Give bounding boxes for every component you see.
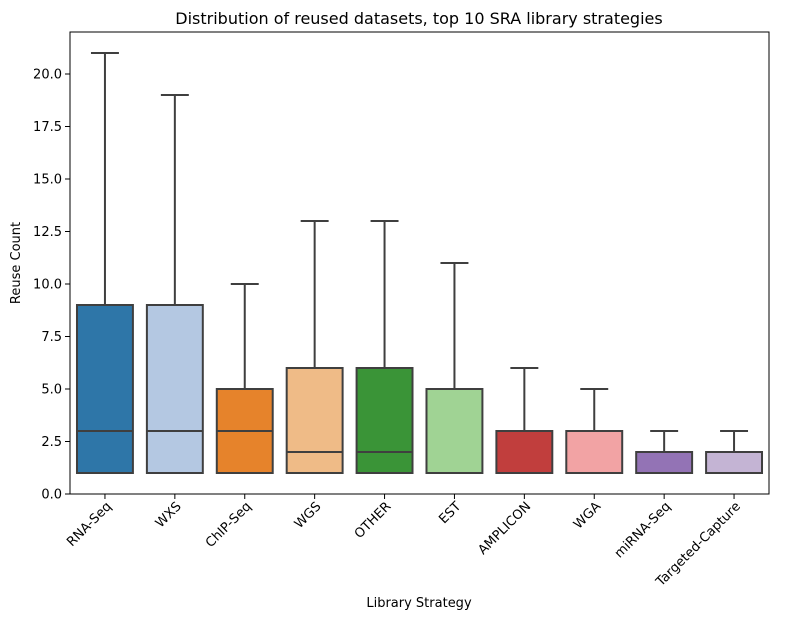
plot-frame bbox=[69, 31, 770, 495]
box-wgs bbox=[285, 367, 344, 474]
box-group-chip-seq bbox=[215, 283, 274, 474]
box-group-amplicon bbox=[495, 367, 554, 474]
box-other bbox=[355, 367, 414, 474]
box-est bbox=[425, 388, 484, 474]
y-tick-label: 12.5 bbox=[33, 225, 62, 240]
plot-area bbox=[75, 52, 764, 474]
y-tick-label: 15.0 bbox=[33, 173, 62, 188]
y-tick-label: 17.5 bbox=[33, 120, 62, 135]
box-group-mirna-seq bbox=[635, 430, 694, 474]
x-tick-label: AMPLICON bbox=[475, 499, 534, 558]
x-tick-label: EST bbox=[436, 499, 464, 527]
x-axis-label: Library Strategy bbox=[366, 596, 472, 611]
y-tick-label: 10.0 bbox=[33, 278, 62, 293]
box-group-wga bbox=[565, 388, 624, 474]
box-rna-seq bbox=[75, 304, 134, 474]
box-wxs bbox=[145, 304, 204, 474]
y-tick-label: 2.5 bbox=[41, 435, 62, 450]
y-tick-label: 0.0 bbox=[41, 488, 62, 503]
x-tick-label: WXS bbox=[153, 499, 185, 531]
y-axis-label: Reuse Count bbox=[9, 222, 24, 304]
chart-title: Distribution of reused datasets, top 10 … bbox=[175, 9, 662, 28]
box-group-est bbox=[425, 262, 484, 474]
axes: 0.0 2.5 5.0 7.5 10.0 12.5 15.0 17.5 20.0 RNA-Seq W… bbox=[33, 31, 770, 590]
box-mirna-seq bbox=[635, 451, 694, 474]
x-tick-label: ChIP-Seq bbox=[203, 499, 255, 551]
box-group-other bbox=[355, 220, 414, 474]
y-tick-label: 20.0 bbox=[33, 68, 62, 83]
box-targeted-capture bbox=[705, 451, 764, 474]
box-group-targeted-capture bbox=[705, 430, 764, 474]
y-tick-label: 7.5 bbox=[41, 330, 62, 345]
x-tick-label: WGS bbox=[292, 499, 325, 532]
x-tick-label: OTHER bbox=[352, 499, 395, 542]
box-wga bbox=[565, 430, 624, 474]
x-tick-label: WGA bbox=[571, 499, 604, 532]
x-tick-label: RNA-Seq bbox=[64, 499, 115, 550]
box-group-wxs bbox=[145, 94, 204, 474]
box-group-rna-seq bbox=[75, 52, 134, 474]
box-amplicon bbox=[495, 430, 554, 474]
x-tick-label: miRNA-Seq bbox=[612, 499, 674, 561]
y-tick-label: 5.0 bbox=[41, 383, 62, 398]
box-group-wgs bbox=[285, 220, 344, 474]
